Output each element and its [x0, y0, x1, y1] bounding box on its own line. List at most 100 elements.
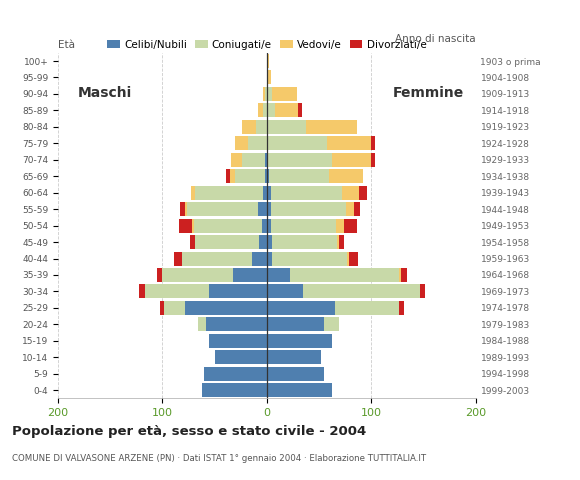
- Bar: [204, 367, 267, 381]
- Bar: [267, 71, 271, 84]
- Bar: [267, 218, 271, 233]
- Bar: [267, 169, 269, 183]
- Bar: [233, 268, 267, 282]
- Bar: [271, 202, 346, 216]
- Bar: [267, 367, 324, 381]
- Bar: [186, 202, 187, 216]
- Bar: [263, 87, 264, 101]
- Bar: [271, 218, 336, 233]
- Bar: [267, 268, 290, 282]
- Bar: [264, 87, 267, 101]
- Bar: [358, 186, 367, 200]
- Bar: [346, 202, 354, 216]
- Bar: [206, 317, 267, 331]
- Bar: [264, 169, 267, 183]
- Bar: [157, 268, 162, 282]
- Text: COMUNE DI VALVASONE ARZENE (PN) · Dati ISTAT 1° gennaio 2004 · Elaborazione TUTT: COMUNE DI VALVASONE ARZENE (PN) · Dati I…: [12, 454, 426, 463]
- Bar: [162, 268, 233, 282]
- Bar: [290, 268, 400, 282]
- Bar: [327, 136, 371, 150]
- Bar: [337, 235, 339, 249]
- Bar: [275, 103, 298, 118]
- Bar: [344, 218, 357, 233]
- Bar: [267, 350, 321, 364]
- Bar: [160, 301, 165, 315]
- Bar: [267, 383, 332, 397]
- Bar: [371, 136, 375, 150]
- Legend: Celibi/Nubili, Coniugati/e, Vedovi/e, Divorziati/e: Celibi/Nubili, Coniugati/e, Vedovi/e, Di…: [103, 36, 430, 54]
- Bar: [198, 317, 206, 331]
- Text: Età: Età: [58, 39, 75, 49]
- Bar: [259, 235, 267, 249]
- Bar: [269, 169, 329, 183]
- Bar: [332, 153, 371, 167]
- Bar: [272, 235, 337, 249]
- Bar: [179, 218, 191, 233]
- Bar: [267, 87, 272, 101]
- Bar: [306, 120, 357, 134]
- Bar: [324, 317, 339, 331]
- Bar: [336, 218, 344, 233]
- Bar: [267, 153, 332, 167]
- Text: Anno di nascita: Anno di nascita: [395, 34, 476, 44]
- Text: Femmine: Femmine: [393, 86, 464, 100]
- Bar: [400, 268, 401, 282]
- Bar: [335, 301, 400, 315]
- Bar: [267, 120, 306, 134]
- Bar: [231, 153, 242, 167]
- Bar: [248, 136, 267, 150]
- Bar: [259, 202, 267, 216]
- Bar: [329, 169, 363, 183]
- Bar: [263, 186, 267, 200]
- Bar: [187, 202, 259, 216]
- Bar: [194, 218, 262, 233]
- Bar: [139, 285, 144, 299]
- Bar: [347, 252, 349, 265]
- Bar: [267, 317, 324, 331]
- Bar: [230, 169, 235, 183]
- Bar: [349, 252, 358, 265]
- Bar: [420, 285, 426, 299]
- Bar: [209, 334, 267, 348]
- Bar: [259, 103, 263, 118]
- Bar: [190, 235, 195, 249]
- Bar: [235, 136, 248, 150]
- Bar: [272, 252, 347, 265]
- Bar: [209, 285, 267, 299]
- Bar: [195, 186, 263, 200]
- Bar: [144, 285, 209, 299]
- Bar: [271, 186, 342, 200]
- Bar: [264, 153, 267, 167]
- Text: Maschi: Maschi: [78, 86, 132, 100]
- Bar: [303, 285, 420, 299]
- Text: Popolazione per età, sesso e stato civile - 2004: Popolazione per età, sesso e stato civil…: [12, 425, 366, 438]
- Bar: [371, 153, 375, 167]
- Bar: [267, 202, 271, 216]
- Bar: [252, 252, 267, 265]
- Bar: [174, 252, 182, 265]
- Bar: [267, 103, 275, 118]
- Bar: [401, 268, 407, 282]
- Bar: [267, 235, 272, 249]
- Bar: [298, 103, 302, 118]
- Bar: [226, 169, 230, 183]
- Bar: [267, 334, 332, 348]
- Bar: [342, 186, 358, 200]
- Bar: [165, 301, 186, 315]
- Bar: [267, 252, 272, 265]
- Bar: [354, 202, 360, 216]
- Bar: [267, 136, 327, 150]
- Bar: [195, 235, 259, 249]
- Bar: [180, 202, 186, 216]
- Bar: [267, 186, 271, 200]
- Bar: [400, 301, 404, 315]
- Bar: [267, 54, 269, 68]
- Bar: [339, 235, 344, 249]
- Bar: [242, 153, 264, 167]
- Bar: [186, 301, 267, 315]
- Bar: [202, 383, 267, 397]
- Bar: [267, 285, 303, 299]
- Bar: [263, 103, 267, 118]
- Bar: [191, 186, 195, 200]
- Bar: [272, 87, 297, 101]
